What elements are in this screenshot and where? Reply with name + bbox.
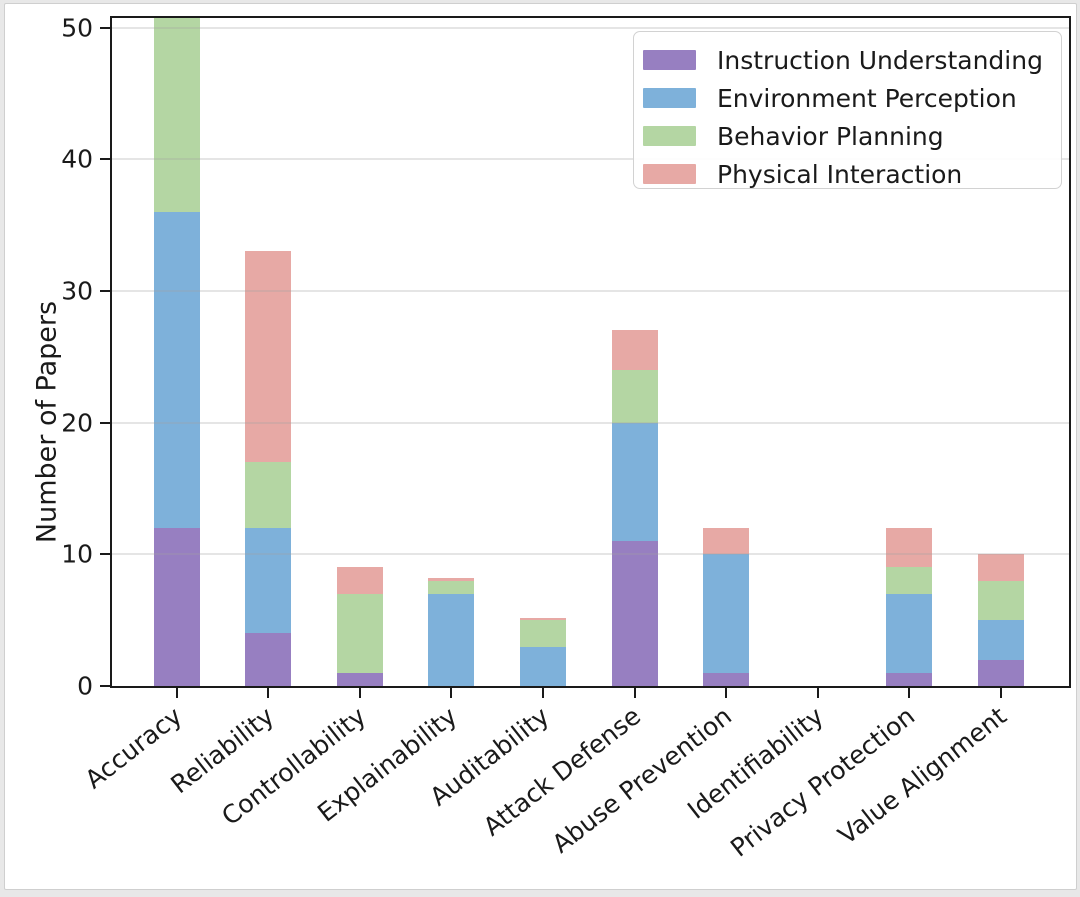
bar-segment-physical-interaction xyxy=(886,527,933,568)
bar-attack-defense xyxy=(611,327,658,686)
legend-label: Instruction Understanding xyxy=(717,45,1043,75)
bar-value-alignment xyxy=(977,551,1024,686)
y-tick-label-50: 50 xyxy=(61,13,93,42)
gridline-y-30 xyxy=(112,289,1069,292)
bar-accuracy xyxy=(153,18,200,686)
bar-segment-environment-perception xyxy=(977,620,1024,660)
bar-segment-environment-perception xyxy=(611,422,658,542)
bar-segment-environment-perception xyxy=(245,527,292,634)
bar-privacy-protection xyxy=(886,525,933,686)
y-tick-label-20: 20 xyxy=(61,408,93,438)
x-tick-mark-6 xyxy=(633,688,636,698)
bar-segment-physical-interaction xyxy=(977,554,1024,581)
y-tick-mark-50 xyxy=(100,26,110,29)
x-tick-label-value-alignment: Value Alignment xyxy=(832,701,1013,851)
bar-segment-environment-perception xyxy=(428,593,475,686)
bar-segment-instruction-understanding xyxy=(977,659,1024,686)
bar-segment-instruction-understanding xyxy=(336,672,383,686)
bar-segment-behavior-planning xyxy=(336,593,383,673)
y-tick-mark-0 xyxy=(100,685,110,687)
bar-segment-physical-interaction xyxy=(336,567,383,594)
bar-segment-behavior-planning xyxy=(611,369,658,423)
bar-segment-behavior-planning xyxy=(245,462,292,528)
bar-identifiability xyxy=(795,683,841,686)
gridline-y-10 xyxy=(112,553,1069,556)
legend-swatch-icon xyxy=(643,88,696,108)
bars-layer xyxy=(112,18,1069,686)
x-tick-label-attack-defense: Attack Defense xyxy=(477,701,646,842)
bar-explainability xyxy=(428,578,475,686)
bar-segment-thin-red-cap xyxy=(428,578,475,581)
x-tick-mark-5 xyxy=(541,688,544,698)
bar-auditability xyxy=(519,617,566,686)
bar-segment-environment-perception xyxy=(153,211,200,528)
x-tick-mark-9 xyxy=(908,688,911,698)
legend-swatch-icon xyxy=(643,126,696,146)
bar-segment-physical-interaction xyxy=(245,251,292,463)
bar-segment-behavior-planning xyxy=(519,620,566,647)
y-tick-mark-30 xyxy=(100,289,110,292)
bar-segment-physical-interaction xyxy=(611,330,658,370)
x-tick-mark-4 xyxy=(450,688,453,698)
figure: Number of Papers 0 10 20 30 40 50 Accuracy Reli… xyxy=(4,3,1077,890)
y-tick-label-0: 0 xyxy=(77,671,93,701)
legend-label: Physical Interaction xyxy=(717,159,963,189)
legend-item-behavior-planning: Behavior Planning xyxy=(643,117,1061,155)
legend-item-physical-interaction: Physical Interaction xyxy=(643,155,1061,193)
gridline-y-20 xyxy=(112,421,1069,424)
bar-segment-environment-perception xyxy=(703,554,750,673)
bar-segment-physical-interaction xyxy=(703,527,750,555)
y-tick-label-30: 30 xyxy=(61,276,93,306)
x-tick-mark-3 xyxy=(358,688,361,698)
x-tick-mark-8 xyxy=(816,688,819,698)
x-tick-mark-10 xyxy=(999,688,1002,698)
legend-item-instruction-understanding: Instruction Understanding xyxy=(643,41,1061,79)
y-tick-mark-40 xyxy=(100,158,110,161)
gridline-y-50 xyxy=(112,26,1069,29)
bar-segment-behavior-planning xyxy=(886,567,933,594)
legend-label: Behavior Planning xyxy=(717,121,944,151)
x-tick-mark-1 xyxy=(175,688,178,698)
bar-segment-instruction-understanding xyxy=(611,541,658,686)
legend-item-environment-perception: Environment Perception xyxy=(643,79,1061,117)
y-tick-label-10: 10 xyxy=(61,539,93,569)
bar-abuse-prevention xyxy=(703,525,750,686)
bar-segment-behavior-planning xyxy=(977,580,1024,621)
bar-segment-instruction-understanding xyxy=(245,633,292,686)
bar-segment-behavior-planning xyxy=(428,580,475,594)
x-tick-mark-7 xyxy=(725,688,728,698)
bar-segment-instruction-understanding xyxy=(886,672,933,686)
legend-swatch-icon xyxy=(643,164,696,184)
y-tick-mark-10 xyxy=(100,553,110,556)
bar-segment-thin-red-cap xyxy=(519,617,566,621)
y-tick-mark-20 xyxy=(100,421,110,424)
legend: Instruction Understanding Environment Per… xyxy=(633,31,1062,189)
bar-reliability xyxy=(245,248,292,686)
bar-segment-environment-perception xyxy=(886,593,933,673)
bar-segment-behavior-planning xyxy=(153,18,200,212)
x-tick-mark-2 xyxy=(267,688,270,698)
bar-controllability xyxy=(336,564,383,686)
bar-segment-environment-perception xyxy=(519,646,566,686)
y-tick-label-40: 40 xyxy=(61,144,93,174)
gridline-y-40 xyxy=(112,158,1069,161)
bar-segment-instruction-understanding xyxy=(703,672,750,686)
legend-label: Environment Perception xyxy=(717,83,1017,113)
legend-swatch-icon xyxy=(643,50,696,70)
bar-segment-instruction-understanding xyxy=(153,527,200,686)
